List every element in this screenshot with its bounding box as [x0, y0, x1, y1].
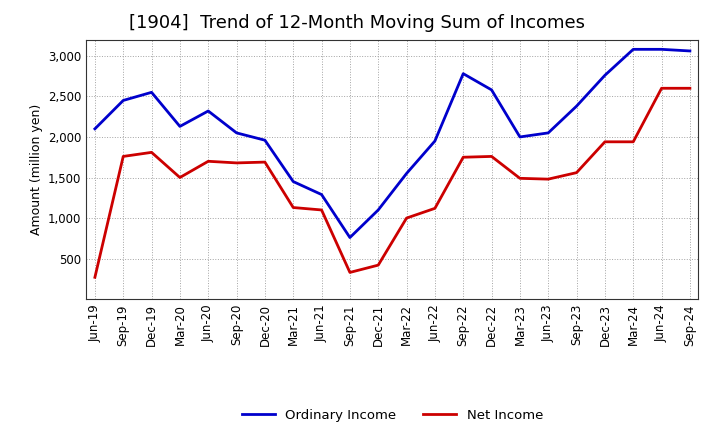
Ordinary Income — [176, 124, 184, 129]
Net Income — [600, 139, 609, 144]
Ordinary Income — [516, 134, 524, 139]
Ordinary Income — [289, 179, 297, 184]
Ordinary Income — [318, 192, 326, 197]
Net Income — [289, 205, 297, 210]
Net Income — [431, 205, 439, 211]
Net Income — [233, 160, 241, 165]
Net Income — [346, 270, 354, 275]
Net Income — [657, 86, 666, 91]
Net Income — [204, 159, 212, 164]
Text: [1904]  Trend of 12-Month Moving Sum of Incomes: [1904] Trend of 12-Month Moving Sum of I… — [130, 15, 585, 33]
Ordinary Income — [487, 87, 496, 92]
Ordinary Income — [459, 71, 467, 76]
Ordinary Income — [600, 73, 609, 78]
Ordinary Income — [629, 47, 637, 52]
Ordinary Income — [431, 138, 439, 143]
Ordinary Income — [685, 48, 694, 54]
Ordinary Income — [91, 126, 99, 132]
Ordinary Income — [544, 130, 552, 136]
Net Income — [148, 150, 156, 155]
Net Income — [544, 176, 552, 182]
Net Income — [629, 139, 637, 144]
Line: Net Income: Net Income — [95, 88, 690, 277]
Ordinary Income — [119, 98, 127, 103]
Ordinary Income — [657, 47, 666, 52]
Net Income — [91, 275, 99, 280]
Net Income — [516, 176, 524, 181]
Net Income — [374, 263, 382, 268]
Net Income — [402, 216, 411, 221]
Net Income — [119, 154, 127, 159]
Ordinary Income — [261, 138, 269, 143]
Ordinary Income — [233, 130, 241, 136]
Net Income — [318, 207, 326, 213]
Y-axis label: Amount (million yen): Amount (million yen) — [30, 104, 42, 235]
Ordinary Income — [402, 171, 411, 176]
Ordinary Income — [148, 90, 156, 95]
Net Income — [572, 170, 581, 175]
Ordinary Income — [204, 108, 212, 114]
Line: Ordinary Income: Ordinary Income — [95, 49, 690, 238]
Net Income — [459, 154, 467, 160]
Legend: Ordinary Income, Net Income: Ordinary Income, Net Income — [237, 403, 548, 428]
Net Income — [261, 159, 269, 165]
Net Income — [487, 154, 496, 159]
Ordinary Income — [572, 103, 581, 109]
Ordinary Income — [374, 207, 382, 213]
Ordinary Income — [346, 235, 354, 240]
Net Income — [685, 86, 694, 91]
Net Income — [176, 175, 184, 180]
